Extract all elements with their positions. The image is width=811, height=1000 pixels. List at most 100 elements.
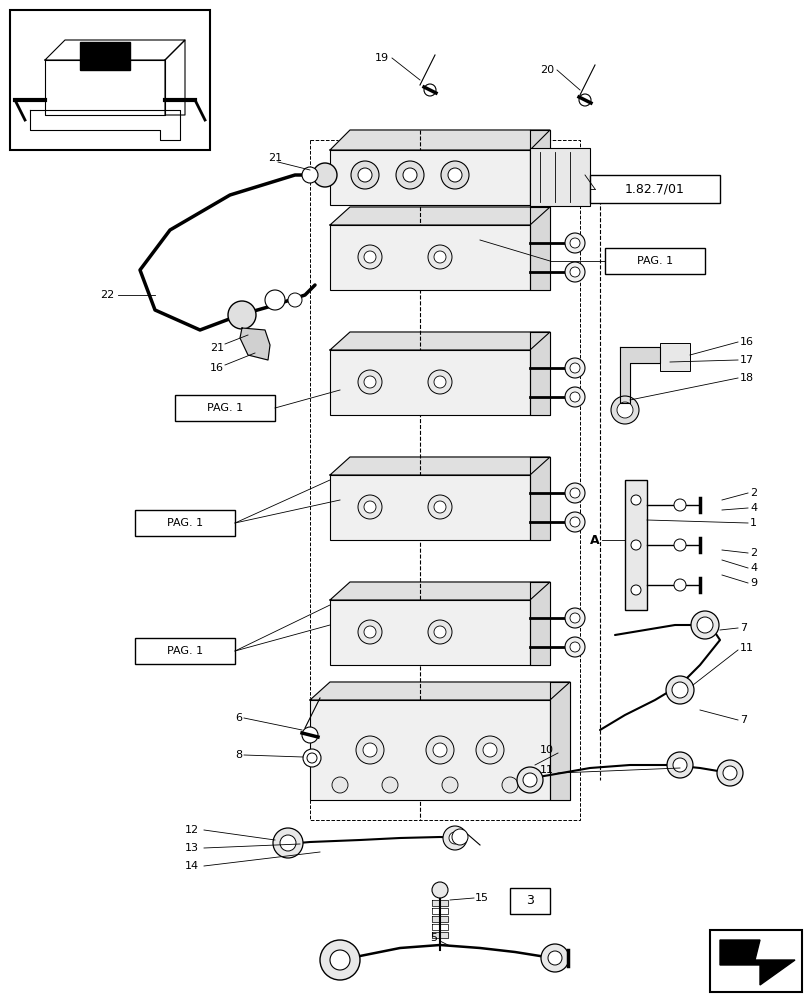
Polygon shape: [329, 457, 549, 475]
Circle shape: [522, 773, 536, 787]
Circle shape: [564, 358, 584, 378]
Text: 2: 2: [749, 548, 756, 558]
Polygon shape: [329, 130, 549, 150]
Text: PAG. 1: PAG. 1: [207, 403, 242, 413]
Circle shape: [696, 617, 712, 633]
Text: 22: 22: [100, 290, 114, 300]
Text: 11: 11: [539, 765, 553, 775]
Circle shape: [280, 835, 296, 851]
Bar: [604, 248, 704, 274]
Circle shape: [564, 262, 584, 282]
Circle shape: [228, 301, 255, 329]
Text: 3: 3: [526, 894, 534, 907]
Polygon shape: [310, 682, 569, 700]
Text: 19: 19: [375, 53, 388, 63]
Circle shape: [673, 539, 685, 551]
Polygon shape: [240, 328, 270, 360]
Circle shape: [452, 829, 467, 845]
Text: A: A: [590, 534, 599, 546]
Text: 11: 11: [739, 643, 753, 653]
Circle shape: [616, 402, 633, 418]
Bar: [509, 888, 549, 914]
Circle shape: [564, 637, 584, 657]
Text: 10: 10: [539, 745, 553, 755]
Circle shape: [426, 736, 453, 764]
Circle shape: [303, 749, 320, 767]
Circle shape: [358, 495, 381, 519]
Circle shape: [433, 626, 445, 638]
Circle shape: [329, 950, 350, 970]
Polygon shape: [530, 332, 549, 415]
Polygon shape: [80, 42, 130, 70]
Circle shape: [673, 499, 685, 511]
Circle shape: [569, 642, 579, 652]
Circle shape: [363, 743, 376, 757]
Bar: [329, 350, 530, 415]
Text: PAG. 1: PAG. 1: [636, 256, 672, 266]
Circle shape: [673, 579, 685, 591]
Circle shape: [448, 832, 461, 844]
Polygon shape: [431, 924, 448, 930]
Text: 21: 21: [210, 343, 224, 353]
Circle shape: [433, 501, 445, 513]
Bar: [659, 343, 689, 371]
Polygon shape: [719, 940, 794, 985]
Polygon shape: [431, 908, 448, 914]
Text: PAG. 1: PAG. 1: [167, 646, 203, 656]
Circle shape: [307, 753, 316, 763]
Circle shape: [672, 682, 687, 698]
Circle shape: [432, 743, 446, 757]
Circle shape: [569, 392, 579, 402]
Circle shape: [564, 608, 584, 628]
Polygon shape: [549, 682, 569, 800]
Circle shape: [547, 951, 561, 965]
Circle shape: [272, 828, 303, 858]
Circle shape: [431, 882, 448, 898]
Circle shape: [358, 245, 381, 269]
Circle shape: [564, 483, 584, 503]
Circle shape: [666, 752, 692, 778]
Text: 13: 13: [185, 843, 199, 853]
Text: 12: 12: [185, 825, 199, 835]
Text: 21: 21: [268, 153, 281, 163]
Circle shape: [665, 676, 693, 704]
Circle shape: [402, 168, 417, 182]
Circle shape: [564, 387, 584, 407]
Bar: [329, 225, 530, 290]
Circle shape: [443, 826, 466, 850]
Circle shape: [569, 613, 579, 623]
Circle shape: [690, 611, 718, 639]
Text: 5: 5: [430, 933, 436, 943]
Circle shape: [475, 736, 504, 764]
Text: 7: 7: [739, 715, 746, 725]
Circle shape: [441, 777, 457, 793]
Circle shape: [427, 620, 452, 644]
Circle shape: [302, 727, 318, 743]
Polygon shape: [30, 110, 180, 140]
Circle shape: [320, 940, 359, 980]
Polygon shape: [431, 900, 448, 906]
Circle shape: [396, 161, 423, 189]
Bar: [135, 510, 234, 536]
Circle shape: [540, 944, 569, 972]
Circle shape: [288, 293, 302, 307]
Circle shape: [350, 161, 379, 189]
Polygon shape: [45, 40, 185, 60]
Circle shape: [332, 777, 348, 793]
Circle shape: [630, 540, 640, 550]
Text: 8: 8: [234, 750, 242, 760]
Circle shape: [722, 766, 736, 780]
Text: 15: 15: [474, 893, 488, 903]
Text: 16: 16: [210, 363, 224, 373]
Circle shape: [448, 168, 461, 182]
Polygon shape: [530, 582, 549, 665]
Text: 4: 4: [749, 503, 756, 513]
Circle shape: [483, 743, 496, 757]
Circle shape: [355, 736, 384, 764]
Circle shape: [569, 363, 579, 373]
Circle shape: [440, 161, 469, 189]
Circle shape: [427, 370, 452, 394]
Polygon shape: [530, 130, 549, 205]
Circle shape: [569, 517, 579, 527]
Circle shape: [630, 495, 640, 505]
